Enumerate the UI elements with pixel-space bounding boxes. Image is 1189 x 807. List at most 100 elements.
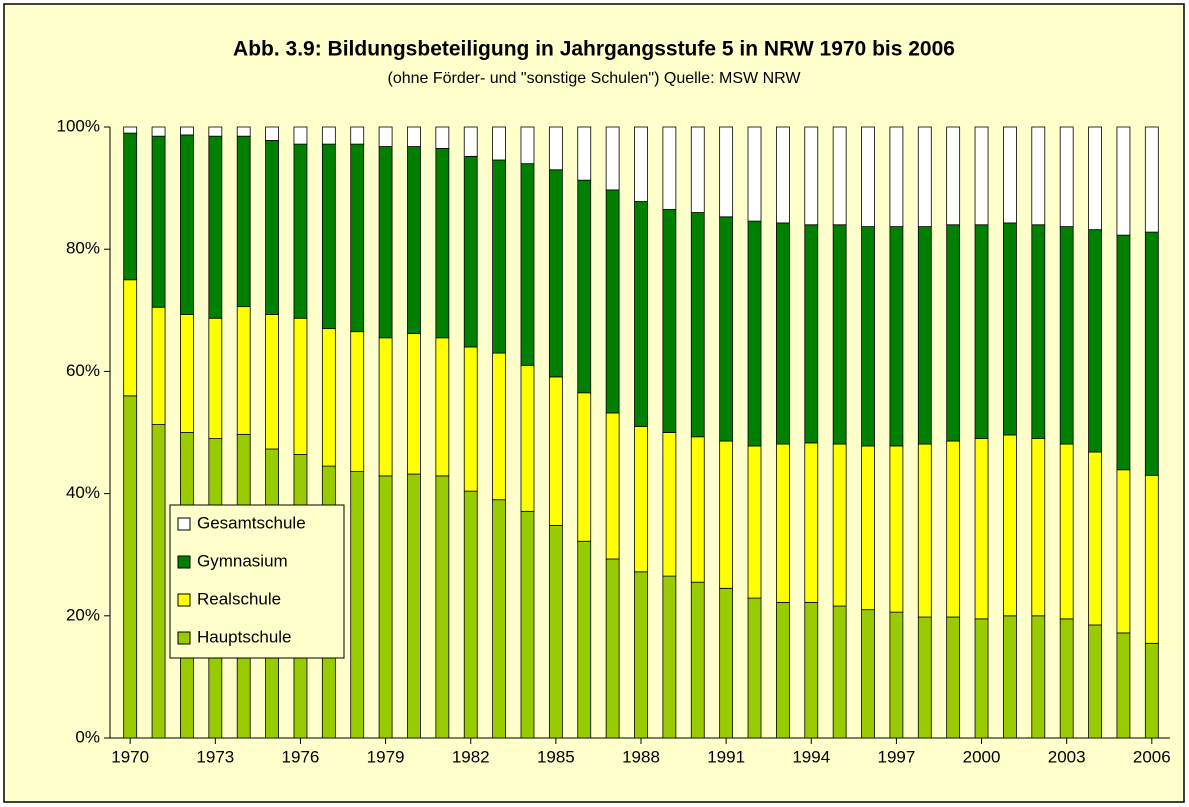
bar-segment [946, 126, 961, 226]
bar-segment [1116, 126, 1131, 236]
bar-segment [605, 126, 620, 191]
bar-segment [123, 279, 138, 397]
bar-segment [492, 159, 507, 354]
bar-segment [208, 135, 223, 319]
bar-segment [378, 337, 393, 477]
x-tick-label: 1979 [367, 747, 405, 766]
bar-segment [151, 306, 166, 425]
bar-segment [690, 581, 705, 739]
bar-segment [350, 331, 365, 473]
legend-swatch [177, 517, 191, 531]
bar-segment [1031, 615, 1046, 739]
bar-segment [1116, 234, 1131, 471]
bar-segment [775, 126, 790, 224]
bar-segment [378, 126, 393, 147]
bar-segment [1144, 126, 1159, 233]
bar-segment [577, 392, 592, 542]
bar-segment [520, 510, 535, 739]
bar-segment [889, 126, 904, 227]
bar-segment [123, 132, 138, 281]
bar-segment [690, 436, 705, 583]
legend-label: Hauptschule [197, 627, 292, 646]
bar-segment [861, 609, 875, 739]
bar-segment [208, 126, 223, 137]
bar-segment [492, 352, 507, 501]
legend-label: Gymnasium [197, 551, 288, 570]
legend-box [169, 504, 345, 659]
bar-segment [917, 126, 932, 227]
bar-segment [1059, 126, 1074, 227]
bar-segment [208, 317, 223, 440]
bar-segment [747, 597, 762, 739]
bar-segment [861, 445, 875, 611]
bar-segment [832, 224, 847, 445]
bar-segment [719, 216, 734, 442]
bar-segment [463, 126, 478, 157]
bar-segment [520, 163, 535, 366]
bar-segment [775, 443, 790, 603]
bar-segment [747, 445, 762, 599]
bar-segment [577, 179, 592, 394]
bar-segment [605, 189, 620, 414]
chart-subtitle: (ohne Förder- und "sonstige Schulen") Qu… [387, 70, 801, 87]
bar-segment [804, 601, 819, 739]
x-tick-label: 2003 [1048, 747, 1086, 766]
x-tick-label: 1976 [282, 747, 320, 766]
bar-segment [832, 443, 847, 607]
bar-segment [946, 224, 961, 442]
bar-segment [265, 140, 279, 315]
x-tick-label: 2006 [1133, 747, 1171, 766]
x-tick-label: 1994 [792, 747, 830, 766]
bar-segment [804, 224, 819, 444]
bar-segment [293, 126, 308, 145]
y-tick-label: 100% [57, 116, 100, 135]
bar-segment [634, 425, 648, 573]
bar-segment [634, 201, 648, 427]
bar-segment [321, 143, 336, 330]
bar-segment [435, 475, 450, 739]
bar-segment [293, 317, 308, 455]
bar-segment [407, 126, 421, 147]
y-tick-label: 80% [66, 239, 100, 258]
bar-segment [889, 226, 904, 447]
bar-segment [1088, 229, 1102, 453]
bar-segment [236, 135, 251, 308]
bar-segment [577, 540, 592, 739]
bar-segment [1003, 434, 1017, 617]
y-tick-label: 40% [66, 483, 100, 502]
bar-segment [974, 224, 989, 440]
bar-segment [236, 126, 251, 137]
y-tick-label: 60% [66, 361, 100, 380]
bar-segment [974, 618, 989, 739]
bar-segment [775, 222, 790, 445]
x-tick-label: 1970 [111, 747, 149, 766]
bar-segment [690, 212, 705, 438]
bar-segment [577, 126, 592, 181]
bar-segment [123, 395, 138, 739]
bar-segment [548, 376, 563, 526]
bar-segment [719, 126, 734, 218]
legend-label: Gesamtschule [197, 513, 306, 532]
bar-segment [1003, 126, 1017, 224]
bar-segment [747, 126, 762, 222]
bar-segment [917, 443, 932, 618]
bar-segment [151, 126, 166, 137]
bar-segment [378, 146, 393, 339]
y-tick-label: 20% [66, 605, 100, 624]
bar-segment [1059, 618, 1074, 739]
bar-segment [407, 333, 421, 475]
x-tick-label: 1988 [622, 747, 660, 766]
bar-segment [1031, 438, 1046, 617]
legend-label: Realschule [197, 589, 281, 608]
bar-segment [917, 226, 932, 445]
bar-segment [180, 314, 194, 433]
bar-segment [151, 424, 166, 739]
bar-segment [804, 442, 819, 603]
bar-segment [1144, 642, 1159, 739]
bar-segment [1088, 624, 1102, 739]
bar-segment [321, 126, 336, 145]
bar-segment [605, 412, 620, 560]
bar-segment [719, 440, 734, 589]
bar-segment [463, 490, 478, 739]
